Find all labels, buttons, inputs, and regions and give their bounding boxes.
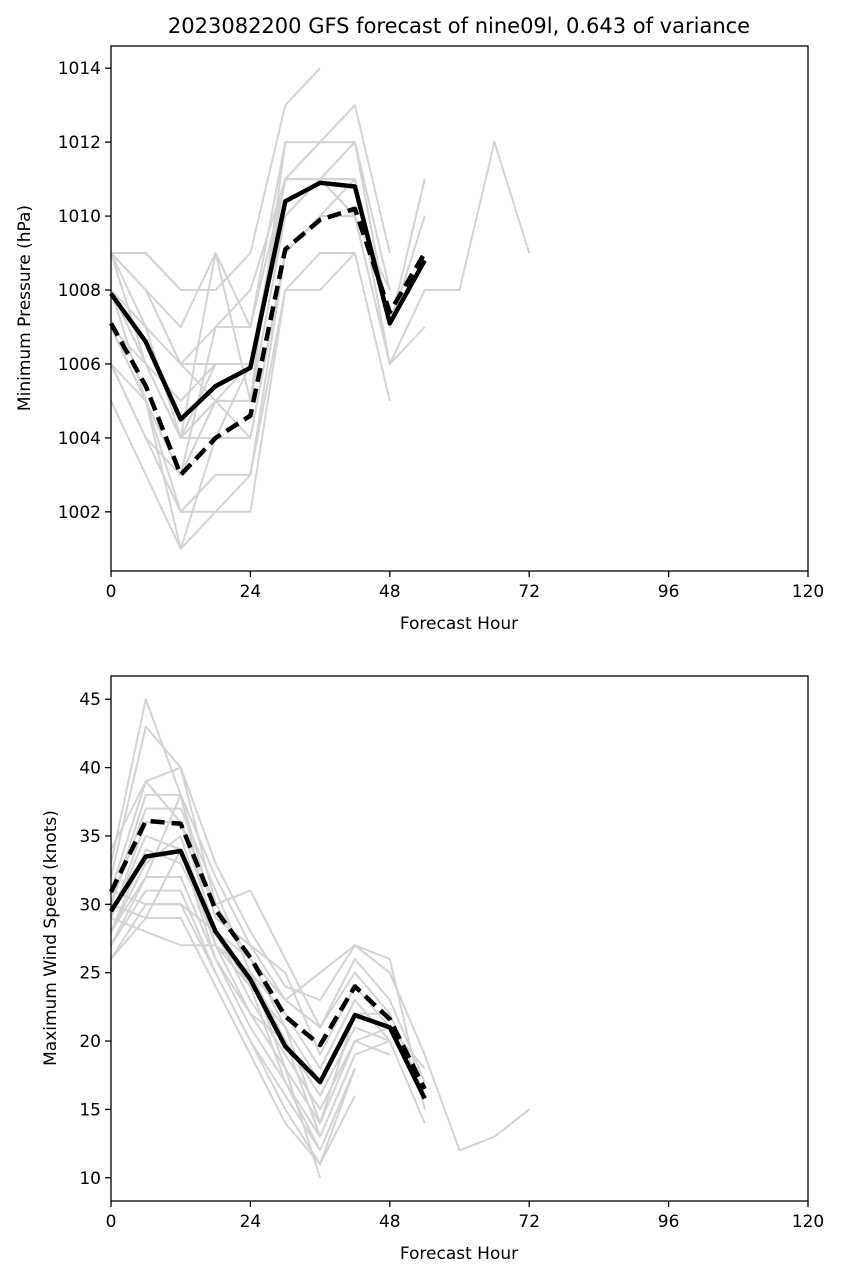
wind-member-line-5 (110, 793, 426, 1070)
wind-x-tick-label: 120 (792, 1212, 824, 1232)
wind-y-tick-label: 20 (79, 1032, 101, 1052)
wind-x-tick-label: 24 (240, 1212, 262, 1232)
wind-member-line-11 (110, 876, 391, 1138)
pressure-member-line-12 (110, 141, 321, 439)
pressure-y-axis-label: Minimum Pressure (hPa) (15, 205, 35, 411)
pressure-y-tick-label: 1006 (58, 355, 101, 375)
pressure-x-tick-label: 96 (658, 582, 680, 602)
wind-y-tick-label: 35 (79, 827, 101, 847)
wind-chart: 0 24 48 72 96 120 10 15 20 25 30 35 40 45 Forecast H… (41, 675, 824, 1264)
pressure-chart: 2023082200 GFS forecast of nine09l, 0.64… (15, 14, 824, 634)
pressure-x-axis-label: Forecast Hour (400, 614, 518, 634)
pressure-y-ticks: 1002 1004 1006 1008 1010 1012 1014 (58, 59, 111, 523)
wind-member-line-13 (110, 903, 356, 1166)
pressure-x-tick-label: 72 (518, 582, 540, 602)
pressure-y-tick-label: 1008 (58, 281, 101, 301)
pressure-x-tick-label: 24 (240, 582, 262, 602)
pressure-member-line-13 (110, 141, 391, 476)
wind-member-line-3 (110, 766, 426, 1083)
wind-member-line-4 (110, 780, 426, 1097)
wind-member-line-2 (110, 725, 530, 1152)
wind-series-group (108, 698, 530, 1179)
pressure-x-tick-label: 120 (792, 582, 824, 602)
wind-y-tick-label: 10 (79, 1169, 101, 1189)
pressure-y-tick-label: 1004 (58, 429, 101, 449)
pressure-x-tick-label: 0 (106, 582, 117, 602)
pressure-member-line-9 (110, 215, 391, 513)
wind-y-ticks: 10 15 20 25 30 35 40 45 (79, 690, 111, 1189)
wind-y-tick-label: 25 (79, 964, 101, 984)
wind-plot-frame (110, 675, 809, 1202)
chart-title: 2023082200 GFS forecast of nine09l, 0.64… (168, 14, 750, 38)
wind-x-ticks: 0 24 48 72 96 120 (106, 1201, 824, 1232)
pressure-y-tick-label: 1010 (58, 207, 101, 227)
wind-y-tick-label: 15 (79, 1100, 101, 1120)
pressure-x-tick-label: 48 (379, 582, 401, 602)
wind-y-tick-label: 40 (79, 759, 101, 779)
wind-member-line-16 (110, 848, 322, 1138)
pressure-mean-solid-line (109, 180, 427, 422)
wind-x-tick-label: 72 (518, 1212, 540, 1232)
pressure-member-line-1 (111, 67, 321, 291)
pressure-y-tick-label: 1012 (58, 133, 101, 153)
wind-member-line-18 (110, 793, 321, 1151)
wind-x-axis-label: Forecast Hour (400, 1244, 518, 1264)
wind-y-tick-label: 45 (79, 690, 101, 710)
wind-y-tick-label: 30 (79, 895, 101, 915)
wind-x-tick-label: 96 (658, 1212, 680, 1232)
wind-x-tick-label: 0 (106, 1212, 117, 1232)
pressure-mean-dashed-line (109, 206, 427, 478)
wind-mean-dashed-line (108, 818, 427, 1090)
pressure-y-tick-label: 1002 (58, 503, 101, 523)
wind-y-axis-label: Maximum Wind Speed (knots) (41, 810, 61, 1066)
pressure-member-line-17 (110, 363, 251, 476)
pressure-series-group (109, 67, 531, 550)
pressure-x-ticks: 0 24 48 72 96 120 (106, 571, 824, 602)
wind-x-tick-label: 48 (379, 1212, 401, 1232)
pressure-member-line-10 (110, 252, 356, 550)
pressure-plot-frame (110, 45, 809, 572)
pressure-y-tick-label: 1014 (58, 59, 101, 79)
wind-mean-solid-line (109, 848, 427, 1100)
